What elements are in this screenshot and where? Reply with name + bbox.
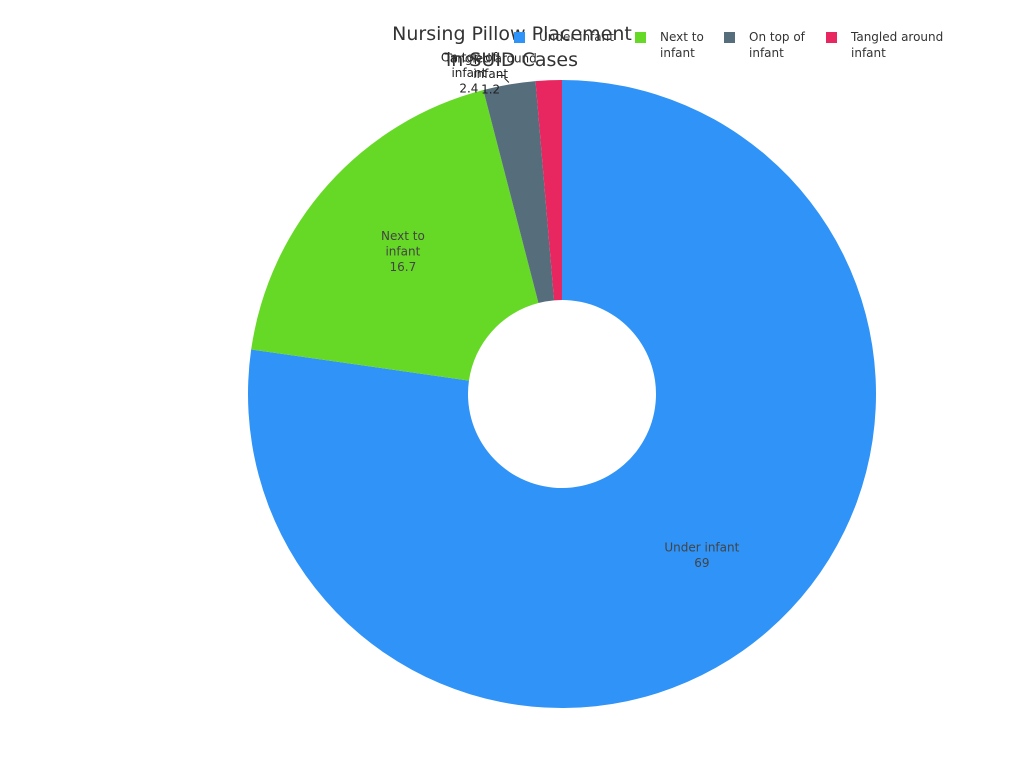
slice-tangled-around-infant[interactable] (535, 80, 562, 301)
chart-title: Nursing Pillow Placement in SUID Cases (392, 23, 632, 71)
data-label-on-top-of-infant: On top of infant 2.4 (441, 50, 510, 95)
slice-next-to-infant[interactable] (251, 90, 539, 381)
slice-labels-layer: Under infant 69 Next to infant 16.7 On top of… (381, 50, 740, 570)
legend-swatch (635, 32, 646, 43)
legend-item-under-infant[interactable]: Under infant (514, 30, 614, 44)
slice-under-infant[interactable] (248, 80, 877, 708)
legend-item-next-to-infant[interactable]: Next to infant (635, 30, 704, 60)
data-label-under-infant: Under infant 69 (664, 541, 739, 571)
data-label-tangled-around-infant: Tangled around infant 1.2 (444, 51, 537, 96)
legend-swatch (724, 32, 735, 43)
slice-on-top-of-infant[interactable] (483, 81, 555, 303)
legend-item-on-top-of-infant[interactable]: On top of infant (724, 30, 806, 60)
legend-swatch (826, 32, 837, 43)
data-label-next-to-infant: Next to infant 16.7 (381, 229, 425, 274)
svg-text:Under infant: Under infant (539, 30, 614, 44)
legend[interactable]: Under infant Next to infant On top of infant… (514, 30, 943, 60)
slices-layer (248, 80, 877, 708)
legend-swatch (514, 32, 525, 43)
leader-line (496, 74, 510, 83)
legend-item-tangled-around-infant[interactable]: Tangled around infant (826, 30, 943, 60)
